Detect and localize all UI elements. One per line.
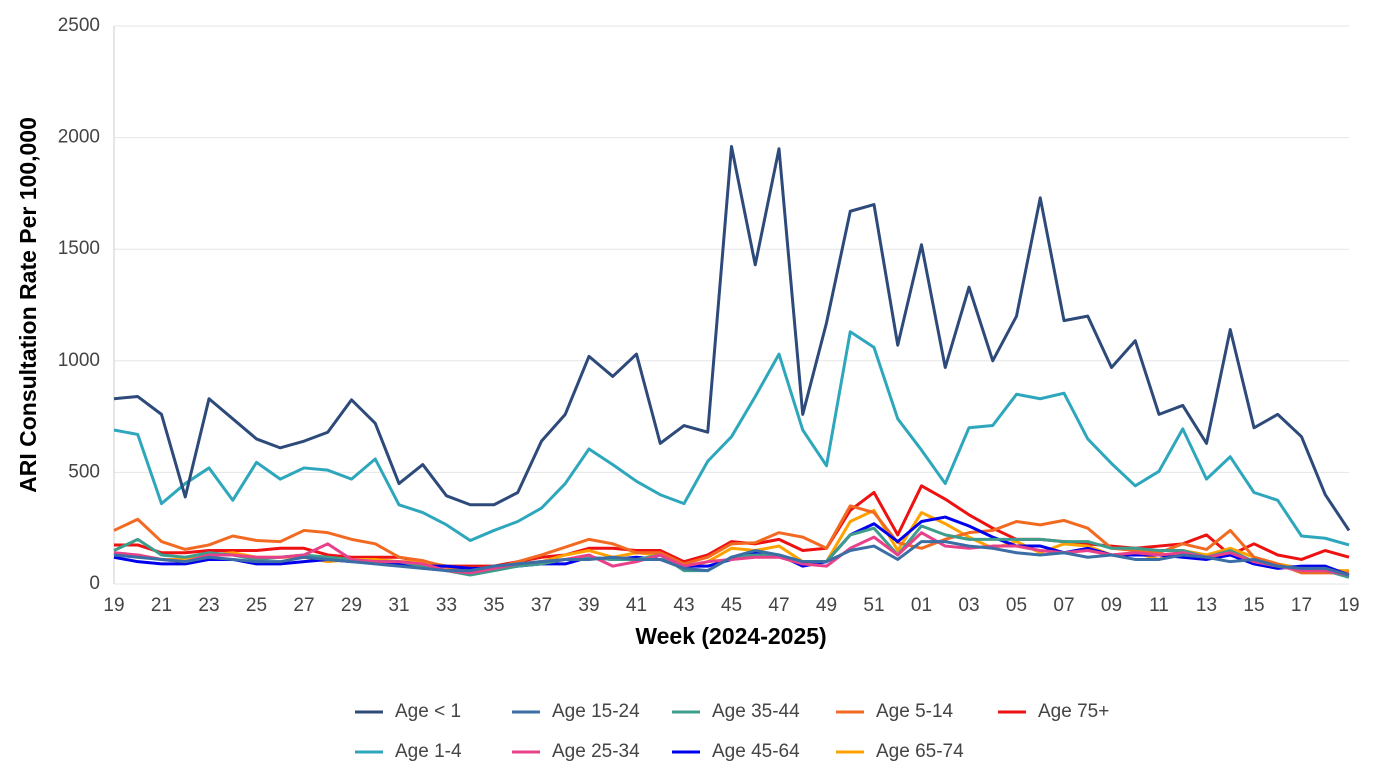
x-tick-label: 01 xyxy=(911,595,932,616)
x-tick-label: 05 xyxy=(1006,595,1027,616)
legend-label: Age 35-44 xyxy=(712,701,800,722)
x-tick-label: 27 xyxy=(293,595,314,616)
x-tick-label: 45 xyxy=(721,595,742,616)
legend-label: Age 5-14 xyxy=(876,701,954,722)
series-line xyxy=(113,145,1351,532)
y-tick-label: 2500 xyxy=(58,15,100,36)
x-tick-label: 11 xyxy=(1149,595,1169,616)
x-tick-label: 15 xyxy=(1243,595,1264,616)
x-tick-label: 09 xyxy=(1101,595,1122,616)
y-tick-label: 1000 xyxy=(58,350,100,371)
series-line xyxy=(113,330,1350,547)
x-tick-label: 07 xyxy=(1053,595,1074,616)
series-line xyxy=(113,504,1349,575)
legend-label: Age 1-4 xyxy=(395,741,462,762)
y-tick-label: 1500 xyxy=(58,238,100,259)
series-line xyxy=(113,540,1350,577)
x-tick-label: 33 xyxy=(436,595,457,616)
x-tick-label: 43 xyxy=(673,595,694,616)
x-tick-label: 23 xyxy=(198,595,219,616)
y-tick-label: 0 xyxy=(89,573,100,594)
y-tick-label: 500 xyxy=(68,461,100,482)
x-tick-label: 17 xyxy=(1291,595,1312,616)
y-tick-label: 2000 xyxy=(58,127,100,148)
legend-label: Age 65-74 xyxy=(876,741,964,762)
legend-label: Age 15-24 xyxy=(552,701,640,722)
x-tick-label: 35 xyxy=(483,595,504,616)
x-tick-label: 39 xyxy=(578,595,599,616)
x-tick-label: 03 xyxy=(958,595,979,616)
x-axis-title: Week (2024-2025) xyxy=(635,623,826,649)
legend-label: Age 25-34 xyxy=(552,741,640,762)
legend-label: Age 45-64 xyxy=(712,741,800,762)
x-tick-label: 47 xyxy=(768,595,789,616)
x-tick-label: 41 xyxy=(626,595,647,616)
x-tick-label: 29 xyxy=(341,595,362,616)
legend-label: Age < 1 xyxy=(395,701,461,722)
x-tick-label: 31 xyxy=(388,595,409,616)
x-tick-label: 51 xyxy=(863,595,884,616)
x-tick-label: 25 xyxy=(246,595,267,616)
x-tick-label: 37 xyxy=(531,595,552,616)
x-tick-label: 19 xyxy=(103,595,124,616)
series-line xyxy=(113,531,1350,577)
x-tick-label: 21 xyxy=(151,595,172,616)
x-tick-label: 13 xyxy=(1196,595,1217,616)
x-tick-label: 49 xyxy=(816,595,837,616)
x-tick-label: 19 xyxy=(1338,595,1359,616)
legend-label: Age 75+ xyxy=(1038,701,1109,722)
y-axis-title: ARI Consultation Rate Per 100,000 xyxy=(15,117,41,493)
